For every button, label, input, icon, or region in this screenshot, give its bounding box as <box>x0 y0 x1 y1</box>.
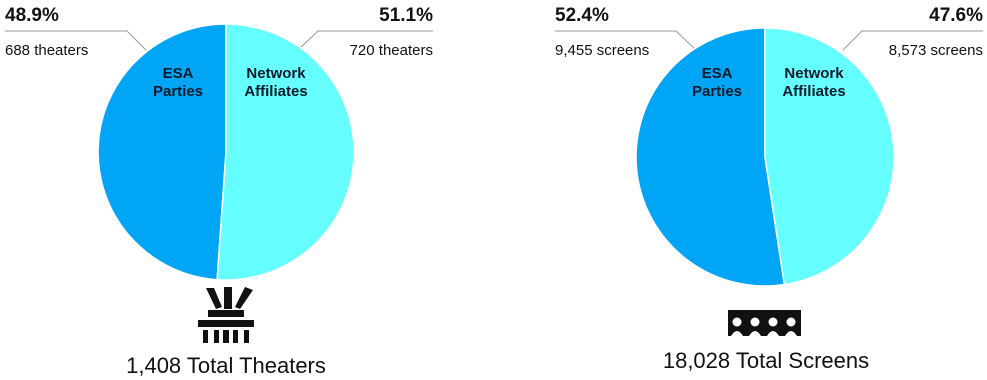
total-screens-label: 18,028 Total Screens <box>663 348 869 373</box>
theater-building-icon <box>198 287 254 343</box>
total-theaters-label: 1,408 Total Theaters <box>126 353 326 378</box>
network-leader-line <box>299 30 433 49</box>
network-count-label: 8,573 screens <box>889 42 983 59</box>
pie-slice-network-affiliates <box>216 23 355 281</box>
esa-slice-label-line1: ESA <box>163 65 194 82</box>
esa-count-label: 9,455 screens <box>555 42 649 59</box>
network-slice-label-line1: Network <box>246 65 306 82</box>
pie-slice-esa-parties <box>635 27 786 287</box>
pie-slice-esa-parties <box>97 23 227 281</box>
esa-slice-label-line2: Parties <box>153 83 203 100</box>
esa-percent-label: 52.4% <box>555 5 609 26</box>
theaters-chart: 48.9% 688 theaters 51.1% 720 theaters ES… <box>5 5 433 378</box>
network-leader-line <box>842 30 983 51</box>
network-count-label: 720 theaters <box>350 42 433 59</box>
network-slice-label-line2: Affiliates <box>244 83 307 100</box>
esa-leader-line <box>5 30 147 51</box>
screens-chart: 52.4% 9,455 screens 47.6% 8,573 screens … <box>555 5 983 373</box>
esa-percent-label: 48.9% <box>5 5 59 26</box>
pie-slice-network-affiliates <box>764 27 895 286</box>
esa-leader-line <box>555 30 697 51</box>
network-percent-label: 47.6% <box>929 5 983 26</box>
network-percent-label: 51.1% <box>379 5 433 26</box>
esa-slice-label-line1: ESA <box>702 65 733 82</box>
audience-screen-icon <box>728 310 801 336</box>
esa-count-label: 688 theaters <box>5 42 88 59</box>
esa-slice-label-line2: Parties <box>692 83 742 100</box>
network-slice-label-line1: Network <box>784 65 844 82</box>
network-slice-label-line2: Affiliates <box>782 83 845 100</box>
